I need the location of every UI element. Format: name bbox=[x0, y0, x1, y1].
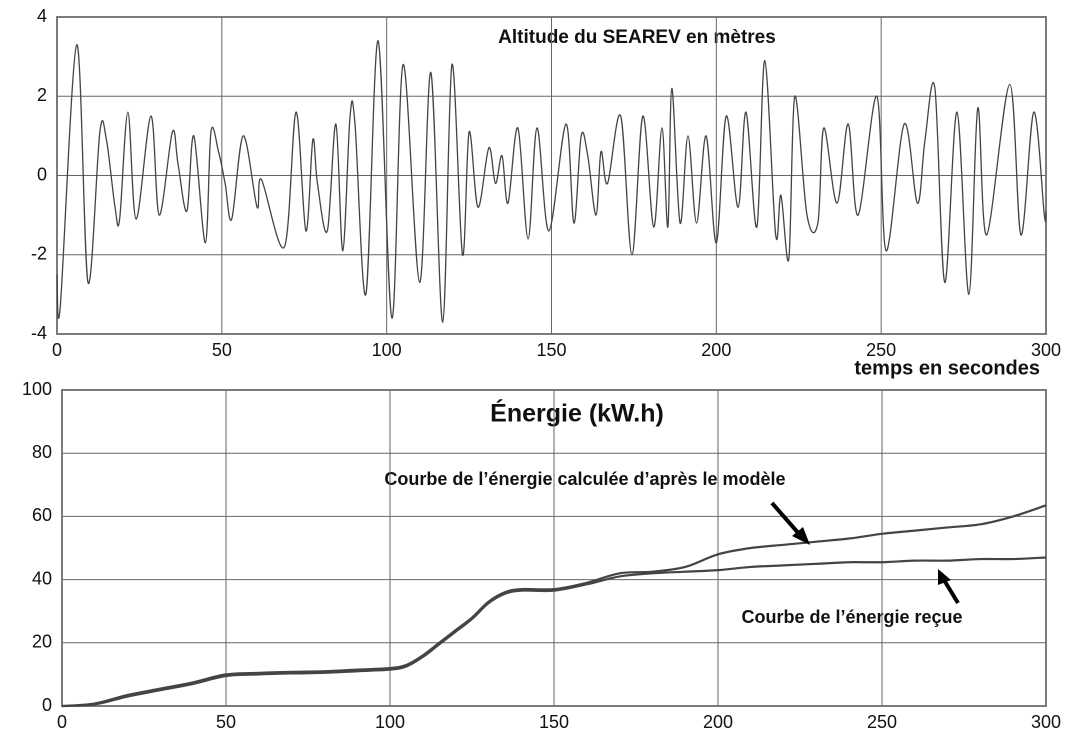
x-tick-label: 200 bbox=[701, 340, 731, 360]
arrows bbox=[770, 501, 960, 605]
data-line bbox=[61, 504, 1047, 708]
x-tick-label: 100 bbox=[375, 712, 405, 729]
x-tick-label: 50 bbox=[216, 712, 236, 729]
data-line bbox=[56, 40, 1047, 323]
annotation: Courbe de l’énergie calculée d’après le … bbox=[384, 469, 785, 489]
arrow-head bbox=[792, 527, 810, 545]
y-tick-label: 0 bbox=[37, 164, 47, 184]
y-tick-label: 2 bbox=[37, 85, 47, 105]
chart-title: Altitude du SEAREV en mètres bbox=[498, 27, 776, 48]
x-tick-label: 150 bbox=[539, 712, 569, 729]
x-tick-label: 250 bbox=[867, 712, 897, 729]
y-tick-label: 20 bbox=[32, 632, 52, 652]
x-tick-label: 200 bbox=[703, 712, 733, 729]
y-tick-label: -4 bbox=[31, 323, 47, 343]
x-tick-label: 300 bbox=[1031, 712, 1061, 729]
y-tick-label: 4 bbox=[37, 6, 47, 26]
data-line bbox=[61, 556, 1047, 708]
x-axis-label: temps en secondes bbox=[854, 357, 1040, 379]
x-tick-label: 100 bbox=[372, 340, 402, 360]
x-tick-label: 50 bbox=[212, 340, 232, 360]
x-tick-label: 300 bbox=[1031, 340, 1061, 360]
y-tick-label: -2 bbox=[31, 244, 47, 264]
annotation: Courbe de l’énergie reçue bbox=[741, 607, 962, 627]
x-tick-label: 250 bbox=[866, 340, 896, 360]
arrow bbox=[770, 501, 802, 537]
arrow-head bbox=[938, 569, 951, 585]
x-tick-label: 150 bbox=[536, 340, 566, 360]
x-tick-label: 0 bbox=[57, 712, 67, 729]
y-tick-label: 40 bbox=[32, 568, 52, 588]
y-tick-label: 100 bbox=[22, 379, 52, 399]
y-tick-label: 80 bbox=[32, 442, 52, 462]
x-tick-label: 0 bbox=[52, 340, 62, 360]
y-tick-label: 0 bbox=[42, 695, 52, 715]
y-tick-label: 60 bbox=[32, 505, 52, 525]
arrow bbox=[942, 578, 960, 605]
chart-title: Énergie (kW.h) bbox=[490, 399, 664, 428]
